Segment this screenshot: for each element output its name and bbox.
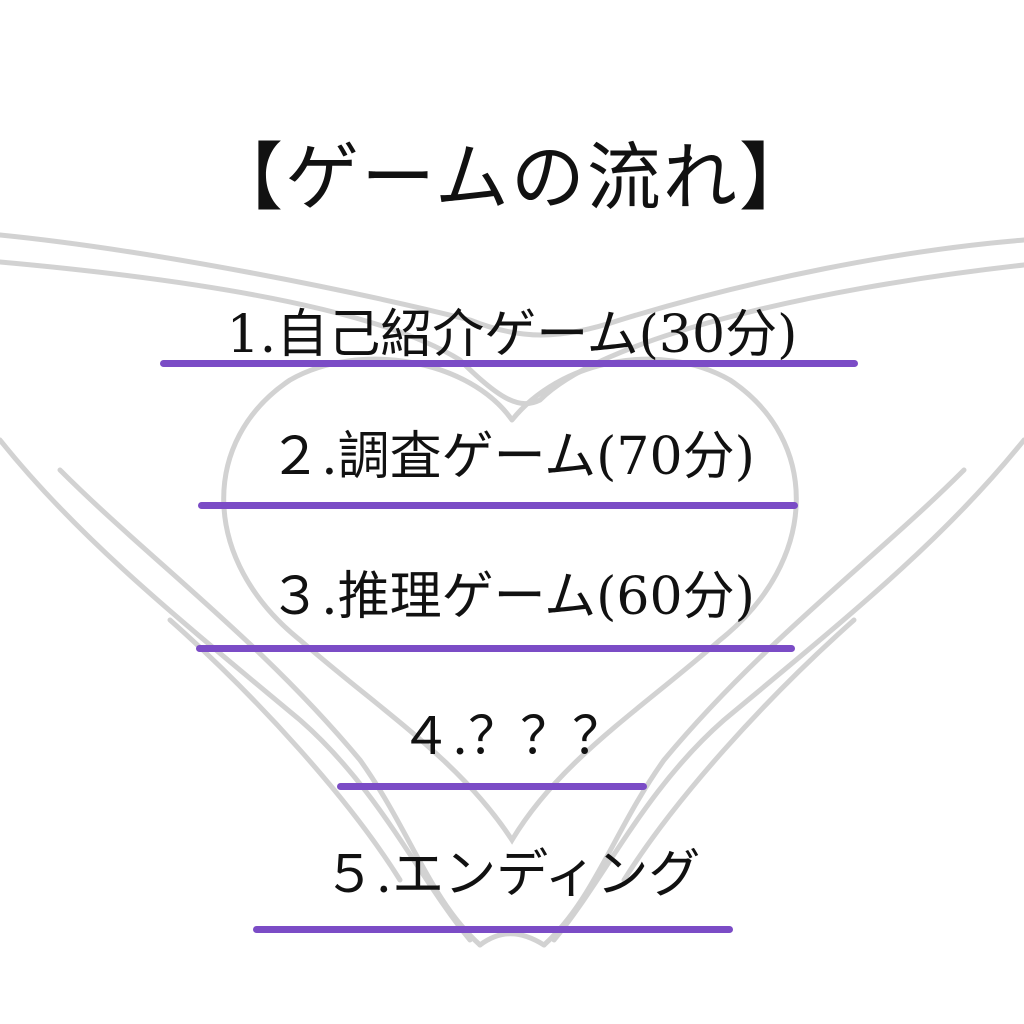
underline-1 — [160, 360, 858, 367]
flow-item-3: ３.推理ゲーム(60分) — [269, 567, 755, 627]
underline-5 — [253, 926, 733, 933]
flow-item-4: ４.？？？ — [399, 707, 625, 767]
underline-3 — [196, 645, 795, 652]
underline-4 — [337, 783, 647, 790]
flow-item-2: ２.調査ゲーム(70分) — [269, 427, 755, 487]
flow-item-1: 1.自己紹介ゲーム(30分) — [226, 305, 798, 365]
flow-item-5: ５.エンディング — [323, 845, 701, 905]
underline-2 — [198, 502, 798, 509]
page-title: 【ゲームの流れ】 — [209, 135, 815, 221]
